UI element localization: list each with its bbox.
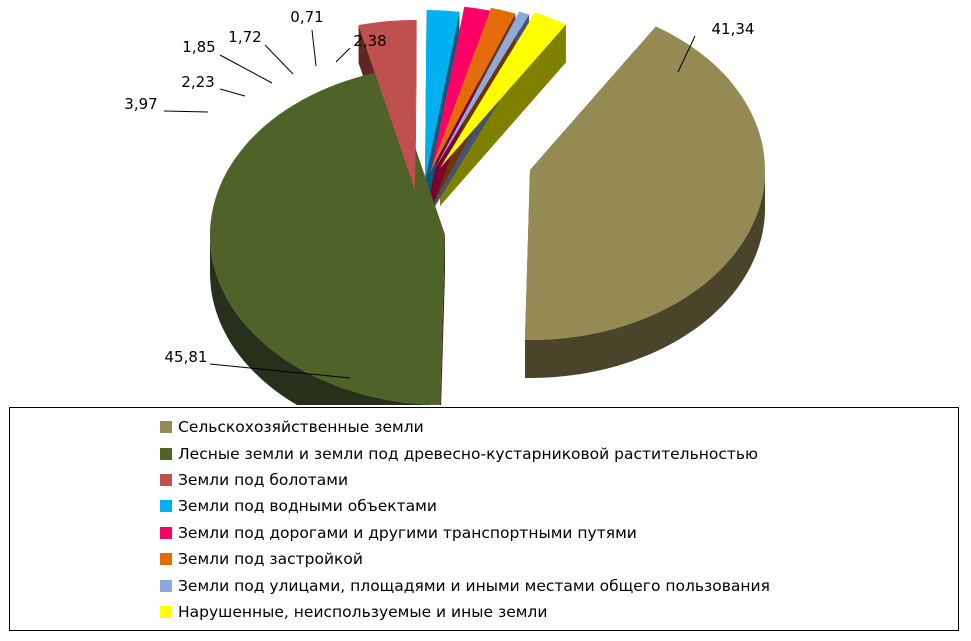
data-label-3: 3,97 [124,95,157,113]
data-label-1: 41,34 [712,20,755,38]
leader-line-2 [209,363,351,379]
legend-list: Сельскохозяйственные земли Лесные земли и… [160,414,770,625]
legend-swatch-2 [160,447,172,460]
pie-slice-4 [425,10,460,180]
data-label-5: 1,85 [182,38,215,56]
legend: Сельскохозяйственные земли Лесные земли и… [9,407,959,631]
pie-slice-1 [525,26,765,341]
pie-slice-7 [434,11,529,170]
legend-swatch-6 [160,553,172,566]
legend-label-3: Земли под болотами [178,470,349,489]
pie-slice-3 [358,19,417,190]
legend-label-2: Лесные земли и земли под древесно-кустар… [178,444,759,463]
legend-swatch-1 [160,421,172,434]
legend-item-7: Земли под улицами, площадями и иными мес… [160,572,770,598]
legend-item-5: Земли под дорогами и другими транспортны… [160,520,770,546]
data-label-8: 2,38 [353,32,386,50]
legend-item-3: Земли под болотами [160,467,770,493]
legend-label-6: Земли под застройкой [178,550,363,569]
slice-wall-2 [210,235,440,405]
data-label-6: 1,72 [228,28,261,46]
legend-item-8: Нарушенные, неиспользуемые и иные земли [160,599,770,625]
legend-item-1: Сельскохозяйственные земли [160,414,770,440]
legend-swatch-5 [160,526,172,539]
legend-label-1: Сельскохозяйственные земли [178,418,424,437]
slice-cut-4-1 [425,11,460,218]
legend-item-2: Лесные земли и земли под древесно-кустар… [160,440,770,466]
legend-swatch-3 [160,473,172,486]
legend-item-6: Земли под застройкой [160,546,770,572]
legend-swatch-8 [160,605,172,618]
pie-chart: 41,34 45,81 3,97 2,23 1,85 1,72 0,71 2,38 [124,6,765,405]
data-labels: 41,34 45,81 3,97 2,23 1,85 1,72 0,71 2,38 [124,8,755,379]
legend-label-5: Земли под дорогами и другими транспортны… [178,523,637,542]
leader-line-8 [335,47,351,63]
legend-label-4: Земли под водными объектами [178,497,437,516]
legend-label-8: Нарушенные, неиспользуемые и иные земли [178,602,548,621]
data-label-4: 2,23 [181,73,214,91]
leader-line-4 [219,88,246,97]
leader-line-7 [311,29,317,67]
pie-slices [209,6,765,405]
legend-swatch-7 [160,579,172,592]
leader-line-1 [677,35,696,73]
leader-line-6 [264,44,294,75]
pie-slice-2 [209,70,445,405]
data-label-7: 0,71 [290,8,323,26]
leader-line-5 [219,54,273,84]
slice-wall-1 [525,170,765,378]
pie-slice-6 [430,7,516,173]
legend-item-4: Земли под водными объектами [160,493,770,519]
data-label-2: 45,81 [165,348,208,366]
pie-slice-8 [440,12,566,168]
slice-cut-8-1 [440,24,566,206]
leader-line-3 [163,110,209,113]
legend-swatch-4 [160,500,172,513]
pie-top-faces [209,6,765,405]
legend-label-7: Земли под улицами, площадями и иными мес… [178,576,770,595]
